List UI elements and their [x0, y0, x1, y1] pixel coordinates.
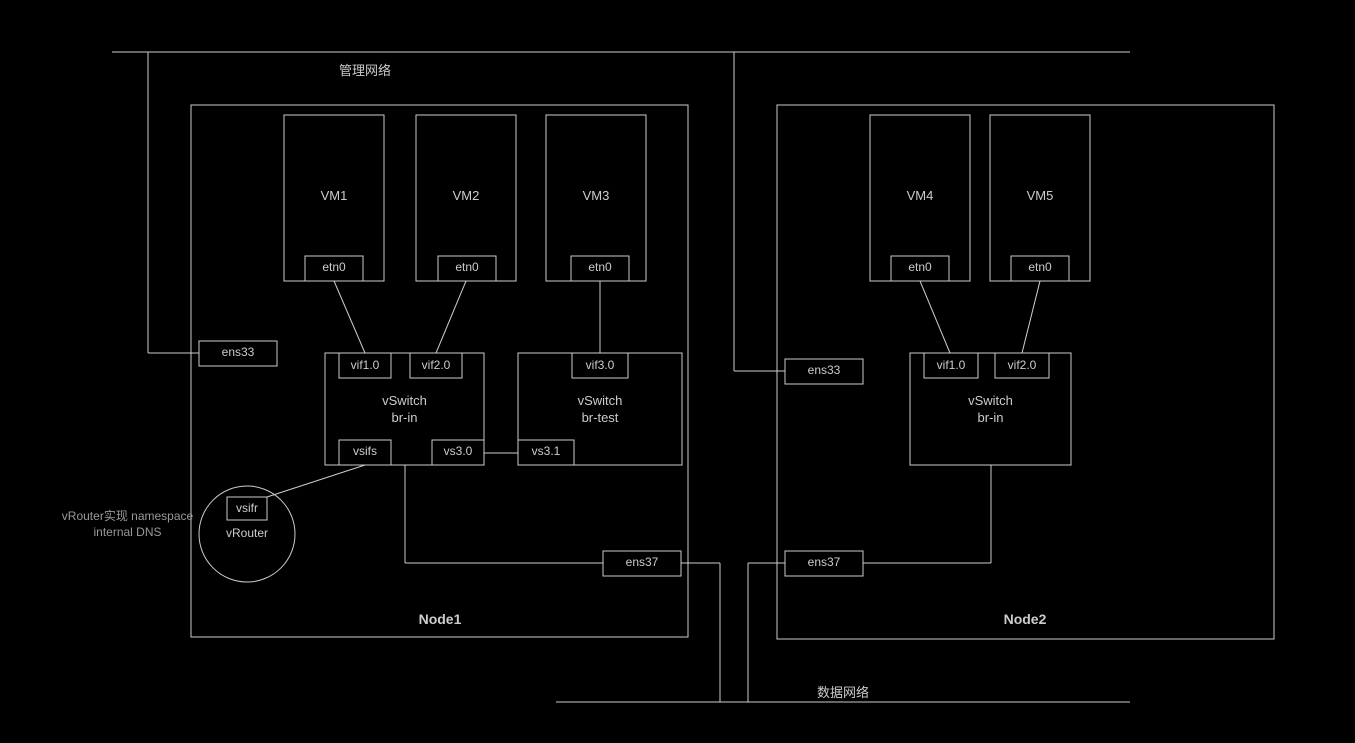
node2-vif2: vif2.0 — [995, 358, 1049, 372]
vrouter-note: vRouter实现 namespace internal DNS — [55, 508, 200, 540]
vm2-etn0: etn0 — [438, 260, 496, 274]
vm4-etn0: etn0 — [891, 260, 949, 274]
node1-title: Node1 — [390, 611, 490, 627]
node1-vif1: vif1.0 — [339, 358, 391, 372]
node1-vs31: vs3.1 — [518, 444, 574, 458]
node2-ens37: ens37 — [785, 555, 863, 569]
vrouter-port: vsifr — [227, 501, 267, 515]
vrouter-name: vRouter — [207, 526, 287, 540]
node1-brin-title: vSwitch br-in — [325, 393, 484, 427]
node2-brin-title: vSwitch br-in — [910, 393, 1071, 427]
node2-title: Node2 — [975, 611, 1075, 627]
node2-ens33: ens33 — [785, 363, 863, 377]
management-network-label: 管理网络 — [320, 60, 410, 79]
vm3-etn0: etn0 — [571, 260, 629, 274]
node1-vif3: vif3.0 — [572, 358, 628, 372]
vm1-etn0: etn0 — [305, 260, 363, 274]
data-network-label: 数据网络 — [798, 682, 888, 701]
vm2-label: VM2 — [416, 188, 516, 205]
node1-brtest-title: vSwitch br-test — [518, 393, 682, 427]
diagram-svg — [0, 0, 1355, 743]
vm1-label: VM1 — [284, 188, 384, 205]
node1-vs30: vs3.0 — [432, 444, 484, 458]
vm3-label: VM3 — [546, 188, 646, 205]
node2-vif1: vif1.0 — [924, 358, 978, 372]
node1-vsifs: vsifs — [339, 444, 391, 458]
vm4-label: VM4 — [870, 188, 970, 205]
vm5-label: VM5 — [990, 188, 1090, 205]
node1-vif2: vif2.0 — [410, 358, 462, 372]
node1-ens37: ens37 — [603, 555, 681, 569]
node1-ens33: ens33 — [199, 345, 277, 359]
vm5-etn0: etn0 — [1011, 260, 1069, 274]
